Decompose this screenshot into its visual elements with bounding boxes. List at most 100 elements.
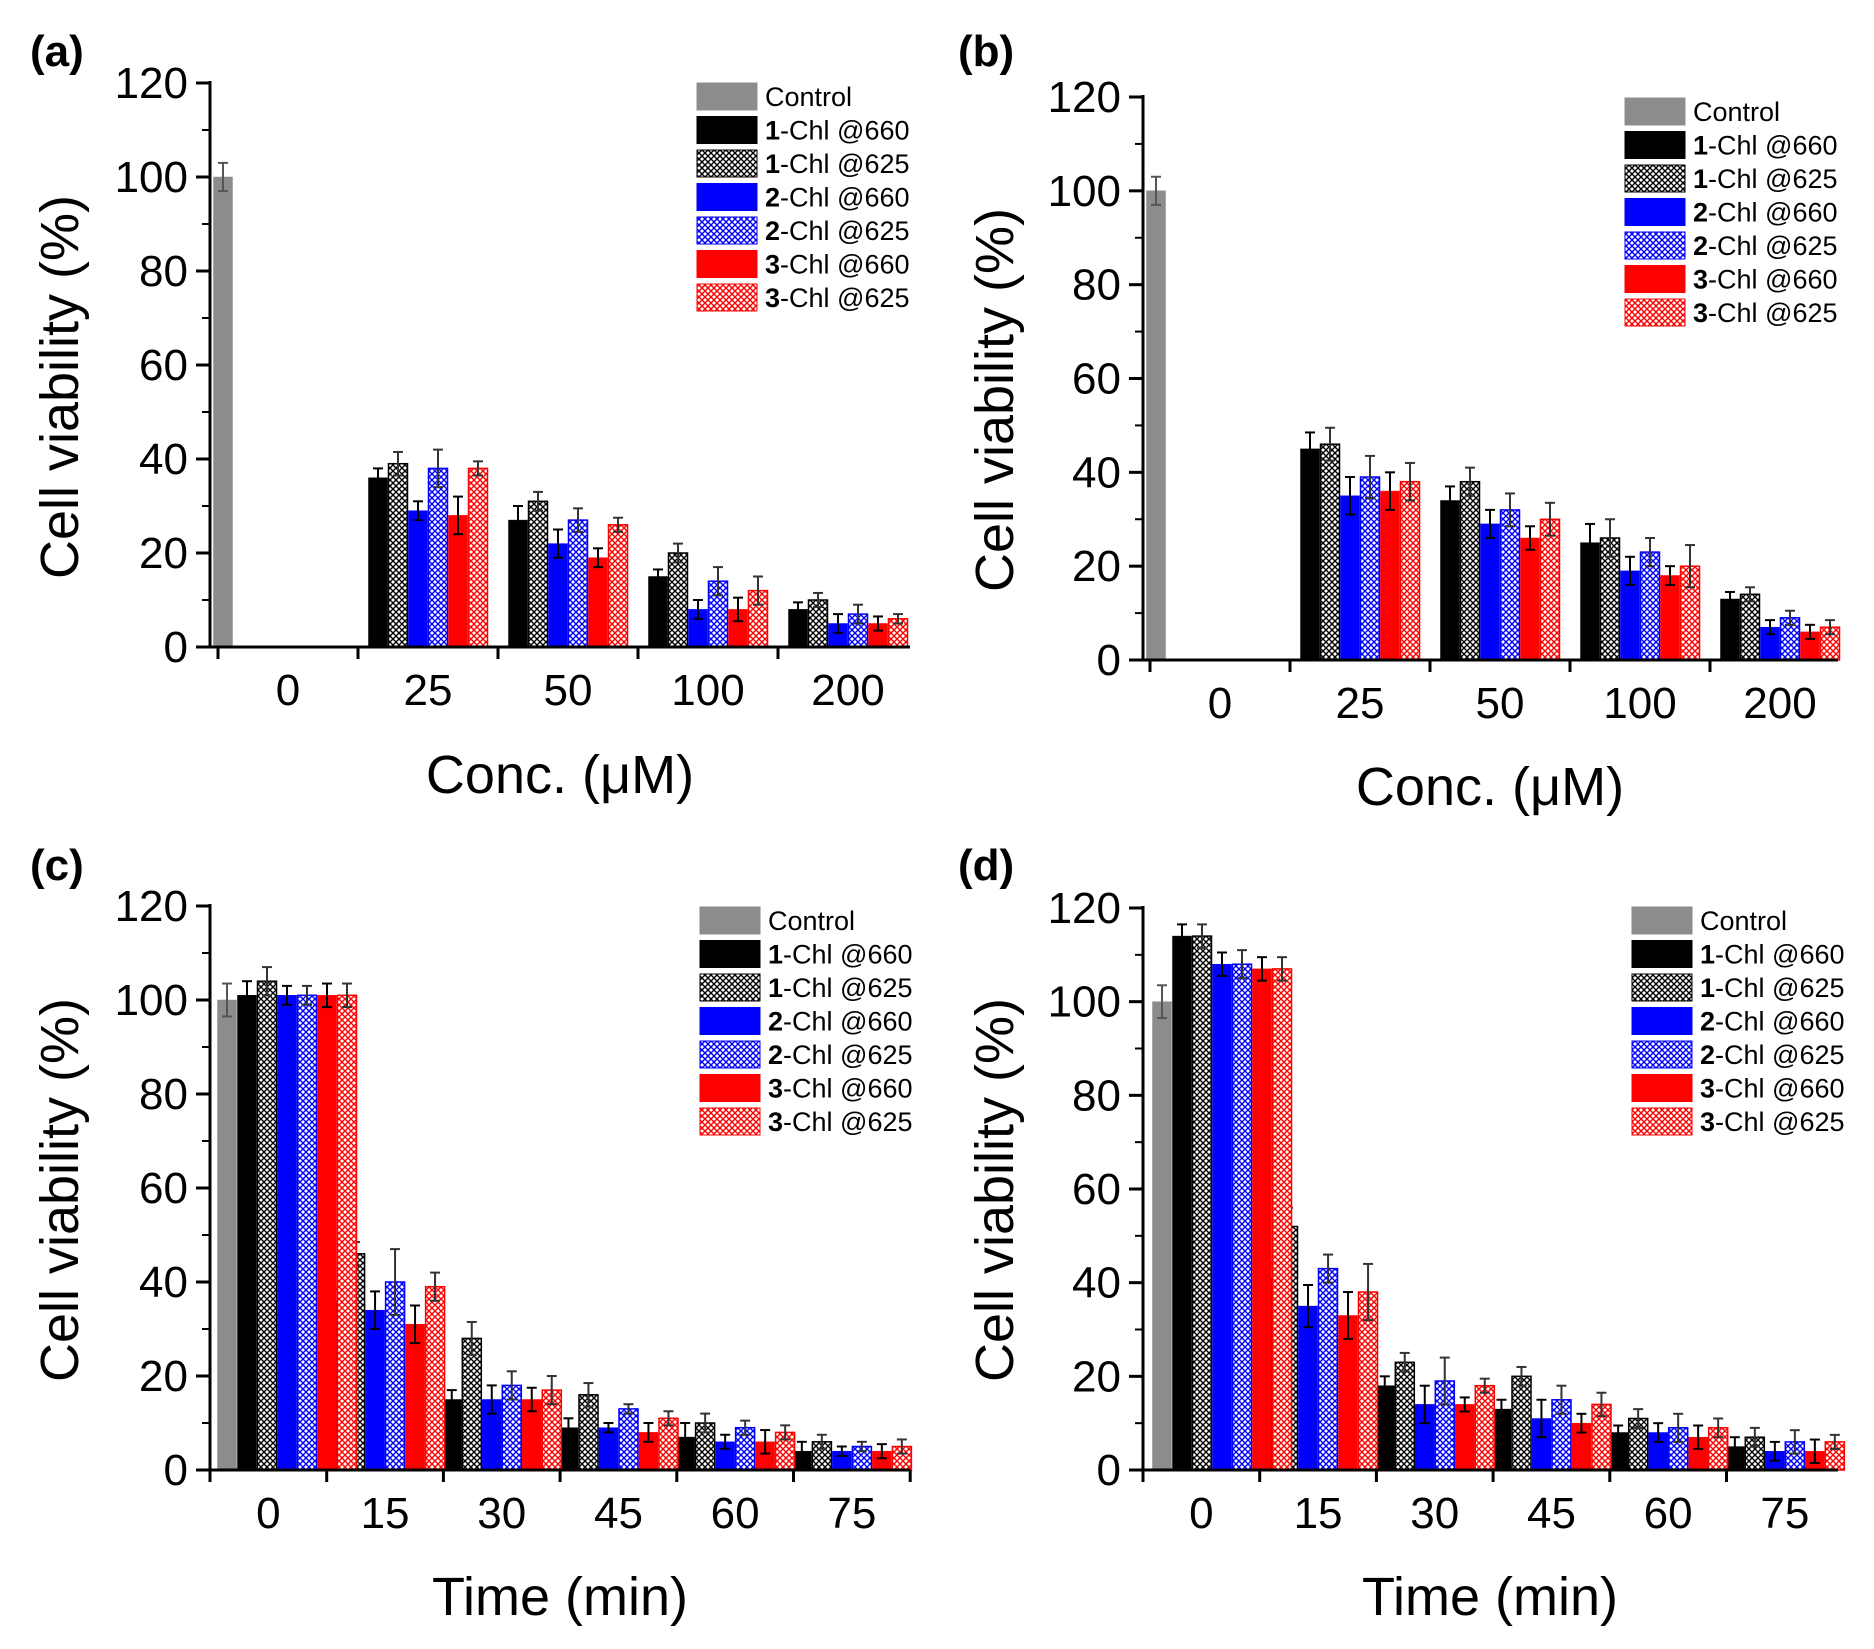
legend-swatch (699, 1107, 761, 1136)
x-tick-label: 45 (1527, 1489, 1576, 1538)
y-tick-label: 100 (1048, 167, 1121, 216)
y-tick-label: 0 (164, 1446, 188, 1495)
x-tick-label: 75 (1760, 1489, 1809, 1538)
legend-entry-name: -Chl @625 (1708, 164, 1837, 194)
legend-entry-number: 3 (1693, 265, 1708, 295)
legend-entry-name: -Chl @625 (780, 216, 909, 246)
legend-entry: 3-Chl @660 (1700, 1074, 1845, 1104)
bar-3-chl-625-15 (424, 1285, 446, 1471)
legend-entry: 1-Chl @660 (1700, 940, 1845, 970)
legend-entry-number: 3 (1700, 1107, 1715, 1137)
bar-1-chl-625-30 (1394, 1361, 1416, 1471)
bar-2-chl-625-0 (1231, 963, 1253, 1471)
legend-swatch (1631, 1074, 1693, 1102)
y-axis-title: Cell viability (%) (965, 208, 1025, 592)
legend-entry-number: 1 (768, 940, 783, 970)
x-tick-label: 100 (1603, 679, 1676, 728)
legend-entry-number: 3 (765, 283, 780, 313)
legend-entry-name: Control (1693, 97, 1780, 127)
y-tick-label: 120 (1048, 73, 1121, 122)
legend-entry-name: -Chl @625 (1708, 298, 1837, 328)
bar-1-chl-660-25 (1300, 448, 1320, 661)
legend-entry-name: -Chl @660 (1708, 131, 1837, 161)
y-tick-label: 0 (1097, 1446, 1121, 1495)
y-tick-label: 20 (139, 529, 188, 578)
y-tick-label: 60 (1072, 355, 1121, 404)
bar-2-chl-660-50 (1480, 523, 1500, 661)
legend-entry: 2-Chl @660 (768, 1007, 913, 1037)
legend-swatch (696, 82, 758, 111)
bar-1-chl-625-45 (1511, 1375, 1532, 1471)
legend-entry-name: Control (768, 906, 855, 936)
y-tick-label: 60 (139, 341, 188, 390)
x-axis-title: Time (min) (1362, 1567, 1618, 1627)
legend-swatch (696, 183, 758, 211)
y-tick-label: 120 (115, 882, 188, 931)
legend-entry: 1-Chl @660 (765, 116, 910, 146)
y-tick-label: 80 (139, 247, 188, 296)
legend-entry-name: -Chl @660 (1715, 940, 1844, 970)
legend-swatch (1631, 1040, 1693, 1069)
x-tick-label: 25 (1336, 679, 1385, 728)
bar-1-chl-660-0 (1172, 935, 1192, 1471)
y-tick-label: 100 (115, 153, 188, 202)
legend-entry: Control (768, 906, 855, 936)
bar-1-chl-625-200 (1739, 593, 1761, 661)
bar-1-chl-625-25 (387, 462, 409, 648)
legend-entry-number: 2 (1693, 198, 1708, 228)
legend-entry-number: 2 (768, 1040, 783, 1070)
legend-swatch (1631, 940, 1693, 968)
bar-1-chl-660-50 (1440, 500, 1460, 661)
legend-entry: 2-Chl @625 (1693, 231, 1838, 261)
legend-entry: 3-Chl @625 (1693, 298, 1838, 328)
bar-2-chl-660-0 (277, 995, 297, 1471)
legend-entry-name: Control (1700, 906, 1787, 936)
bar-1-chl-625-50 (527, 500, 549, 648)
bar-3-chl-660-50 (588, 557, 608, 648)
legend-entry-name: -Chl @625 (1715, 1107, 1844, 1137)
x-tick-label: 60 (711, 1489, 760, 1538)
x-tick-label: 25 (404, 666, 453, 715)
y-tick-label: 80 (1072, 1071, 1121, 1120)
bar-control-0 (1146, 190, 1166, 661)
legend-entry: 3-Chl @625 (768, 1107, 913, 1137)
y-tick-label: 0 (1097, 636, 1121, 685)
legend-entry: Control (1693, 97, 1780, 127)
legend-entry-name: -Chl @625 (1715, 1040, 1844, 1070)
bar-3-chl-660-25 (1380, 490, 1400, 661)
legend-swatch (1631, 1007, 1693, 1035)
bar-1-chl-625-100 (667, 552, 689, 648)
bar-control-0 (1152, 1001, 1172, 1471)
x-tick-label: 200 (811, 666, 884, 715)
panel-label: (a) (30, 27, 84, 76)
bar-1-chl-625-50 (1459, 480, 1481, 661)
bar-1-chl-625-0 (1191, 935, 1213, 1471)
legend-entry: 2-Chl @660 (765, 183, 910, 213)
legend-entry-name: -Chl @660 (1715, 1007, 1844, 1037)
panel-label: (b) (958, 27, 1014, 76)
legend-swatch (696, 250, 758, 278)
legend-entry-name: -Chl @660 (780, 183, 909, 213)
legend-entry: 2-Chl @660 (1693, 198, 1838, 228)
bar-1-chl-660-0 (237, 995, 257, 1471)
bar-2-chl-660-25 (1340, 495, 1360, 661)
legend-swatch (1631, 906, 1693, 935)
legend-swatch (699, 973, 761, 1002)
bar-3-chl-660-100 (1660, 575, 1680, 661)
panel-label: (c) (30, 841, 84, 890)
legend-entry-name: -Chl @660 (783, 1007, 912, 1037)
bar-3-chl-625-30 (1474, 1384, 1496, 1471)
y-tick-label: 100 (115, 976, 188, 1025)
legend-entry-number: 1 (768, 973, 783, 1003)
legend-entry-name: -Chl @660 (1708, 265, 1837, 295)
legend-entry-number: 1 (1700, 973, 1715, 1003)
bar-2-chl-660-50 (548, 543, 568, 648)
legend-swatch (699, 1040, 761, 1069)
y-axis-title: Cell viability (%) (30, 195, 90, 579)
legend-swatch (699, 1007, 761, 1035)
legend-swatch (1624, 231, 1686, 260)
bar-3-chl-625-0 (1271, 968, 1293, 1471)
bar-1-chl-625-25 (1319, 443, 1341, 661)
x-tick-label: 0 (1208, 679, 1232, 728)
